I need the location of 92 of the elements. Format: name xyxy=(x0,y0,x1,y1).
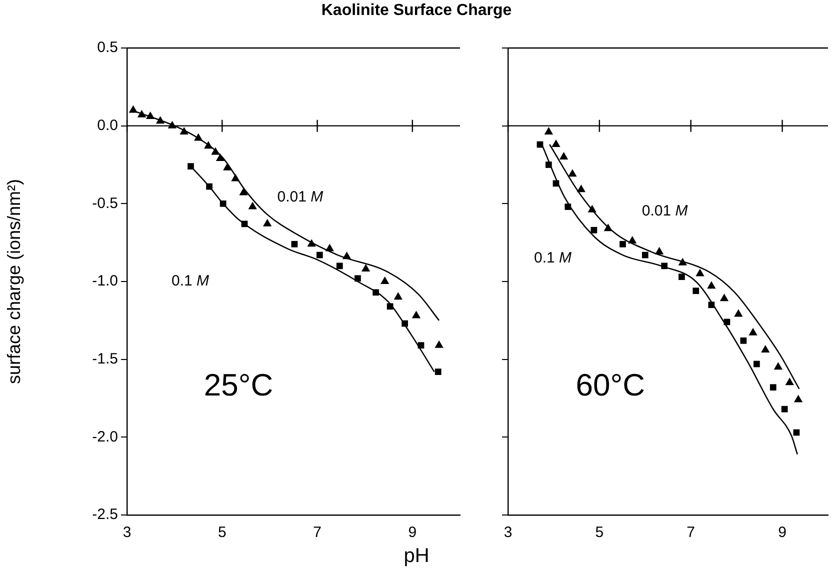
point xyxy=(307,239,316,247)
point xyxy=(434,340,444,348)
point xyxy=(552,140,560,148)
point xyxy=(692,288,700,294)
x-tick-label: 3 xyxy=(122,524,132,542)
point xyxy=(678,274,685,280)
point xyxy=(211,147,220,155)
point xyxy=(223,162,232,170)
annotation: 0.1 M xyxy=(534,249,572,266)
y-tick-label: 0.5 xyxy=(97,39,118,56)
point xyxy=(794,394,803,402)
x-tick-label: 5 xyxy=(595,524,604,542)
point xyxy=(128,105,138,113)
point xyxy=(394,292,402,300)
point xyxy=(156,116,165,124)
point xyxy=(781,406,788,412)
point xyxy=(239,188,248,196)
annotation: 0.01 M xyxy=(277,188,324,206)
point xyxy=(604,224,612,232)
point xyxy=(576,184,586,192)
point xyxy=(754,360,760,368)
point xyxy=(354,275,361,282)
point xyxy=(180,127,188,135)
y-tick-label: -1.0 xyxy=(92,272,118,290)
y-tick-label: -2.5 xyxy=(92,506,118,524)
point xyxy=(661,262,668,270)
point xyxy=(740,337,747,344)
point xyxy=(146,111,155,119)
point xyxy=(386,303,394,310)
point xyxy=(216,154,225,162)
point xyxy=(620,240,626,248)
x-axis-title: pH xyxy=(402,545,430,568)
y-tick-label: -2.0 xyxy=(92,428,118,446)
x-tick-label: 3 xyxy=(504,524,512,542)
point xyxy=(263,218,272,226)
point xyxy=(206,183,212,190)
x-tick-label: 7 xyxy=(313,524,322,542)
point xyxy=(588,204,596,212)
point xyxy=(708,302,715,308)
point xyxy=(707,281,716,289)
point xyxy=(590,226,598,234)
point xyxy=(291,240,298,248)
point xyxy=(336,262,343,270)
point xyxy=(188,163,194,170)
point xyxy=(564,204,572,210)
point xyxy=(678,258,687,266)
point xyxy=(137,110,146,118)
point xyxy=(380,276,390,284)
point xyxy=(748,328,758,336)
point xyxy=(734,309,743,317)
annotation: 0.01 M xyxy=(642,202,688,220)
point xyxy=(546,162,552,168)
point xyxy=(774,362,782,370)
chart-title: Kaolinite Surface Charge xyxy=(320,2,513,20)
point xyxy=(325,244,334,252)
y-tick-label: -0.5 xyxy=(92,194,118,212)
point xyxy=(231,174,240,182)
point xyxy=(761,344,770,352)
point xyxy=(402,320,408,327)
point xyxy=(434,368,442,375)
point xyxy=(785,378,794,386)
point xyxy=(654,246,664,254)
y-tick-label: -1.5 xyxy=(92,350,118,368)
annotation: 0.1 M xyxy=(172,272,210,290)
y-axis-title: surface charge (ions/nm²) xyxy=(4,178,24,384)
y-tick-label: 0.0 xyxy=(97,116,118,134)
x-tick-label: 9 xyxy=(778,524,786,542)
point xyxy=(194,133,203,141)
point xyxy=(412,310,421,318)
point xyxy=(372,289,379,296)
point xyxy=(720,294,729,302)
point xyxy=(220,200,226,207)
point xyxy=(642,252,648,258)
point xyxy=(696,268,704,276)
annotation: 60°C xyxy=(576,368,646,403)
x-tick-label: 9 xyxy=(408,524,417,542)
point xyxy=(552,180,560,187)
point xyxy=(559,152,568,160)
point xyxy=(316,252,323,258)
point xyxy=(628,236,637,244)
point xyxy=(361,264,370,272)
point xyxy=(544,127,554,135)
point xyxy=(568,169,577,177)
annotation: 25°C xyxy=(204,368,274,403)
point xyxy=(241,220,248,228)
point xyxy=(770,384,776,391)
x-tick-label: 7 xyxy=(686,524,696,542)
point xyxy=(204,141,213,149)
point xyxy=(248,202,257,210)
point xyxy=(342,252,352,260)
x-tick-label: 5 xyxy=(218,524,226,542)
point xyxy=(418,342,424,349)
